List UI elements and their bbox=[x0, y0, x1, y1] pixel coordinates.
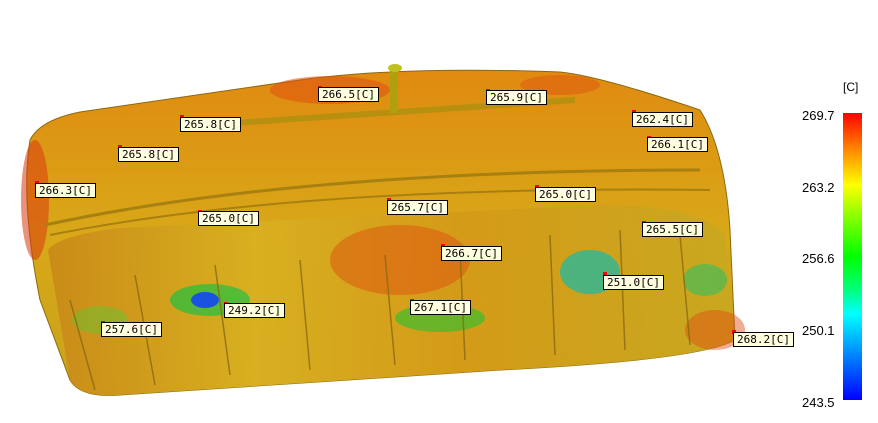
probe-label[interactable]: 262.4[C] bbox=[632, 112, 693, 127]
probe-label[interactable]: 267.1[C] bbox=[410, 300, 471, 315]
probe-label[interactable]: 266.5[C] bbox=[318, 87, 379, 102]
probe-label[interactable]: 265.7[C] bbox=[387, 200, 448, 215]
legend-tick: 256.6 bbox=[802, 251, 835, 266]
probe-label[interactable]: 265.9[C] bbox=[486, 90, 547, 105]
probe-label[interactable]: 251.0[C] bbox=[603, 275, 664, 290]
legend-tick: 250.1 bbox=[802, 323, 835, 338]
probe-label[interactable]: 265.0[C] bbox=[535, 187, 596, 202]
hot-zone bbox=[21, 140, 49, 260]
cool-zone bbox=[683, 264, 727, 296]
probe-label[interactable]: 268.2[C] bbox=[733, 332, 794, 347]
probe-label[interactable]: 266.1[C] bbox=[647, 137, 708, 152]
probe-label[interactable]: 265.8[C] bbox=[118, 147, 179, 162]
hot-zone bbox=[685, 310, 745, 350]
probe-label[interactable]: 265.5[C] bbox=[642, 222, 703, 237]
probe-label[interactable]: 266.7[C] bbox=[441, 246, 502, 261]
color-scale-bar bbox=[843, 113, 862, 400]
legend-unit: [C] bbox=[843, 80, 859, 94]
probe-marker bbox=[603, 272, 607, 276]
top-rail bbox=[44, 168, 701, 227]
sprue-tip bbox=[388, 64, 402, 72]
top-rail bbox=[49, 188, 711, 236]
probe-label[interactable]: 266.3[C] bbox=[35, 183, 96, 198]
legend-tick-min: 243.5 bbox=[802, 395, 835, 410]
legend-tick-max: 269.7 bbox=[802, 108, 835, 123]
cool-zone bbox=[191, 292, 219, 308]
probe-label[interactable]: 265.0[C] bbox=[198, 211, 259, 226]
legend-tick: 263.2 bbox=[802, 180, 835, 195]
probe-label[interactable]: 265.8[C] bbox=[180, 117, 241, 132]
front-ribs bbox=[69, 229, 691, 391]
probe-label[interactable]: 249.2[C] bbox=[224, 303, 285, 318]
probe-label[interactable]: 257.6[C] bbox=[101, 322, 162, 337]
hot-zone bbox=[330, 225, 470, 295]
part-front-face bbox=[48, 205, 735, 396]
sprue bbox=[390, 68, 398, 113]
